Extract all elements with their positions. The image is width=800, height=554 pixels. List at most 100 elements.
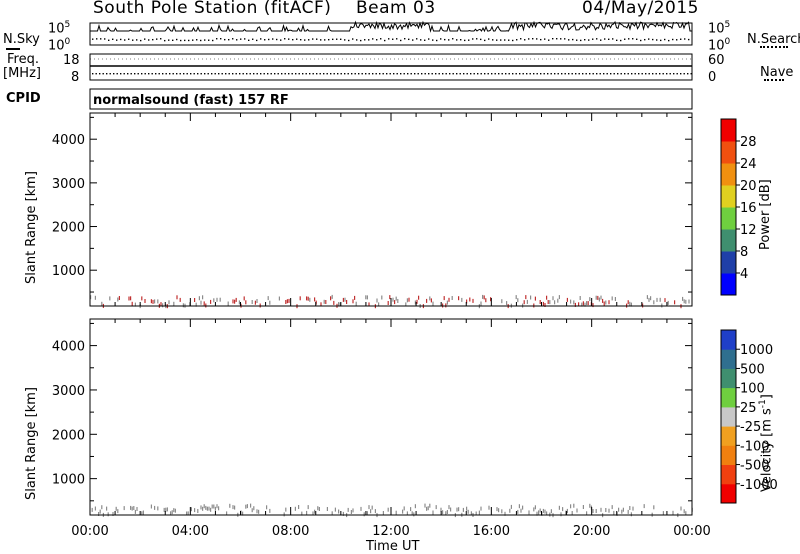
- nsearch-dot: [136, 39, 138, 41]
- nsearch-dot: [92, 38, 94, 40]
- ground-scatter-cell: [198, 296, 200, 301]
- nave-dot: [508, 73, 510, 75]
- nave-dot: [92, 73, 94, 75]
- nsearch-dot: [312, 38, 314, 40]
- nave-dot: [466, 73, 468, 75]
- nsearch-dot: [684, 38, 686, 40]
- ground-scatter-cell: [251, 300, 253, 304]
- nsearch-dot: [376, 39, 378, 41]
- nsearch-dot: [292, 38, 294, 41]
- nave-dot: [452, 73, 454, 75]
- nsearch-dot: [248, 39, 250, 41]
- nsearch-dot: [432, 39, 434, 41]
- nave-dot: [372, 73, 374, 75]
- nsearch-dot: [124, 39, 126, 41]
- ground-scatter-cell: [238, 300, 240, 305]
- nave-tick-top: 60: [708, 53, 725, 68]
- nsearch-dot: [528, 38, 530, 40]
- nsearch-dot: [368, 39, 370, 41]
- nsky-label: N.Sky: [3, 32, 40, 47]
- nsearch-dot: [628, 38, 630, 40]
- nave-dot: [102, 73, 104, 75]
- nsearch-dot: [144, 38, 146, 40]
- nave-dot: [218, 73, 220, 75]
- ground-scatter-cell: [232, 299, 234, 304]
- nsearch-dot: [100, 38, 102, 40]
- beam-title: Beam 03: [356, 0, 436, 18]
- nsearch-dot: [420, 39, 422, 41]
- nsearch-dot: [164, 39, 166, 42]
- ground-scatter-cell: [168, 300, 170, 305]
- nsearch-dot: [148, 39, 150, 41]
- nsearch-dot: [212, 39, 214, 42]
- nave-dot: [284, 73, 286, 75]
- nsearch-dot: [464, 39, 466, 42]
- nave-dot: [627, 73, 629, 75]
- nave-dot: [557, 73, 559, 75]
- nave-dot: [610, 73, 612, 75]
- ground-scatter-cell: [203, 301, 205, 306]
- nave-dot: [228, 73, 230, 75]
- nsearch-dot: [648, 38, 650, 40]
- nave-dot: [298, 73, 300, 75]
- nave-dot: [540, 73, 542, 75]
- nave-dot: [484, 73, 486, 75]
- nave-dot: [260, 73, 262, 75]
- nsearch-dot: [268, 38, 270, 41]
- nave-dot: [134, 73, 136, 75]
- nsearch-dot: [556, 38, 558, 40]
- nsky-tick-top: 105: [48, 20, 71, 37]
- nave-dot: [354, 73, 356, 75]
- nave-dot: [155, 73, 157, 75]
- ground-scatter-cell: [189, 302, 191, 307]
- nsearch-dot: [676, 39, 678, 41]
- nsearch-dot: [260, 38, 262, 40]
- nave-dot: [165, 73, 167, 75]
- nsearch-dot: [448, 39, 450, 41]
- nave-dot: [680, 73, 682, 75]
- ground-scatter-cell: [254, 300, 256, 305]
- nsearch-dot: [408, 38, 410, 41]
- nave-dot: [211, 73, 213, 75]
- nsearch-dot: [548, 39, 550, 41]
- nave-dot: [564, 73, 566, 75]
- nave-tick-bottom: 0: [708, 70, 717, 85]
- nsearch-dot: [568, 39, 570, 41]
- nave-dot: [571, 73, 573, 75]
- nsky-line: [90, 20, 692, 33]
- ground-scatter-cell: [131, 301, 133, 306]
- ground-scatter-cell: [234, 299, 236, 304]
- cpid-value: normalsound (fast) 157 RF: [93, 93, 289, 108]
- nsearch-dot: [352, 38, 354, 40]
- nave-dot: [347, 73, 349, 75]
- nave-dot: [687, 73, 689, 75]
- nave-dot: [554, 73, 556, 75]
- ground-scatter-cell: [109, 296, 111, 301]
- nsearch-dot: [332, 38, 334, 41]
- nsearch-dot: [436, 39, 438, 42]
- nsearch-dot: [612, 38, 614, 40]
- ground-scatter-cell: [306, 296, 308, 301]
- nsearch-dot: [660, 39, 662, 42]
- nsearch-dot: [156, 38, 158, 40]
- nsearch-dot: [616, 39, 618, 41]
- nave-dot: [109, 73, 111, 75]
- nsearch-dot: [176, 38, 178, 41]
- nsearch-dot: [440, 38, 442, 40]
- nave-dot: [200, 73, 202, 75]
- nave-dot: [603, 73, 605, 75]
- ground-scatter-cell: [152, 299, 154, 304]
- nave-dot: [648, 73, 650, 75]
- nave-dot: [480, 73, 482, 75]
- nave-dot: [246, 73, 248, 75]
- nave-dot: [120, 73, 122, 75]
- ground-scatter-cell: [202, 295, 204, 300]
- nave-dot: [550, 73, 552, 75]
- nave-dot: [683, 73, 685, 75]
- nave-dot: [438, 73, 440, 75]
- nave-dot: [449, 73, 451, 75]
- nsearch-dot: [564, 38, 566, 40]
- nsearch-dot: [320, 39, 322, 41]
